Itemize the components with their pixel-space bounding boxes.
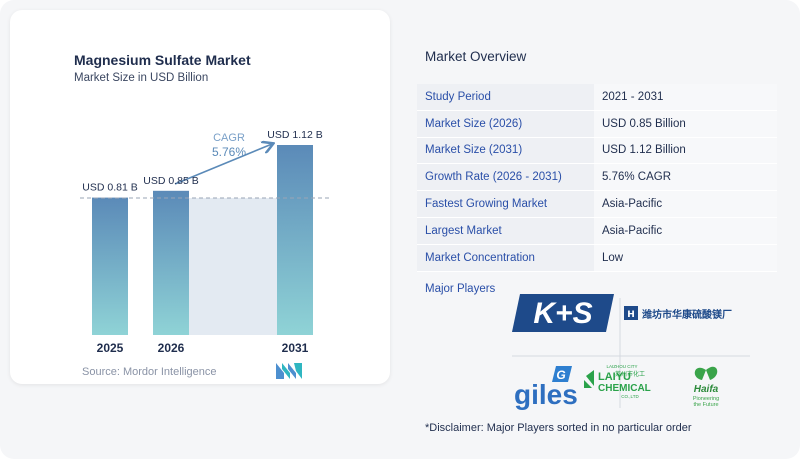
haifa-tagline-2: the Future <box>693 402 718 408</box>
row-label: Largest Market <box>417 217 594 244</box>
row-label: Market Size (2026) <box>417 110 594 137</box>
overview-row: Market Size (2031) USD 1.12 Billion <box>417 137 777 165</box>
laiyu-small-text: LAIZHOU CITY <box>606 364 637 369</box>
haifa-logo-text: Haifa <box>694 384 719 395</box>
giles-logo-text: giles <box>514 379 578 410</box>
mordor-logo-icon <box>276 363 302 379</box>
overview-table: Study Period 2021 - 2031 Market Size (202… <box>417 84 777 272</box>
bar-2026 <box>153 190 189 335</box>
row-value: USD 0.85 Billion <box>594 110 777 137</box>
svg-text:G: G <box>556 368 565 382</box>
laiyu-cn-text: 莱州市化工 <box>615 370 645 378</box>
row-value: Asia-Pacific <box>594 217 777 244</box>
laiyu-chem-text: CHEMICAL <box>598 383 651 394</box>
laiyu-co-text: CO.,LTD <box>621 394 639 399</box>
overview-row: Market Concentration Low <box>417 244 777 272</box>
overview-row: Growth Rate (2026 - 2031) 5.76% CAGR <box>417 164 777 192</box>
row-label: Fastest Growing Market <box>417 191 594 217</box>
row-value: 5.76% CAGR <box>594 164 777 191</box>
cagr-arrow <box>174 144 272 185</box>
x-tick-2026: 2026 <box>158 341 185 355</box>
x-tick-2031: 2031 <box>282 341 309 355</box>
x-tick-2025: 2025 <box>97 341 124 355</box>
giles-logo: G giles <box>514 366 578 410</box>
haifa-tagline-1: Pioneering <box>693 396 719 402</box>
overview-row: Market Size (2026) USD 0.85 Billion <box>417 110 777 138</box>
overview-row: Study Period 2021 - 2031 <box>417 84 777 111</box>
row-label: Market Concentration <box>417 244 594 271</box>
disclaimer: *Disclaimer: Major Players sorted in no … <box>425 422 692 434</box>
row-value: 2021 - 2031 <box>594 84 777 110</box>
row-value: Low <box>594 244 777 271</box>
cagr-label: CAGR <box>213 132 245 144</box>
svg-text:H: H <box>627 310 635 320</box>
ks-logo-text: K+S <box>533 297 592 330</box>
row-value: Asia-Pacific <box>594 191 777 217</box>
data-label-2031: USD 1.12 B <box>267 129 322 141</box>
bar-2025 <box>92 197 128 335</box>
bar-chart: CAGR 5.76% USD 0.81 B 2025 USD 0.85 B 2026 U… <box>80 129 330 355</box>
weifang-logo: H 潍坊市华康硫酸镁厂 <box>624 306 732 321</box>
row-label: Study Period <box>417 84 594 110</box>
market-overview-title: Market Overview <box>425 49 527 64</box>
weifang-logo-text: 潍坊市华康硫酸镁厂 <box>642 308 732 321</box>
chart-title: Magnesium Sulfate Market <box>74 52 251 68</box>
laiyu-name-text: LAIYU <box>598 371 631 383</box>
data-label-2025: USD 0.81 B <box>82 182 137 194</box>
data-label-2026: USD 0.85 B <box>143 175 198 187</box>
overview-row: Largest Market Asia-Pacific <box>417 217 777 245</box>
row-label: Growth Rate (2026 - 2031) <box>417 164 594 191</box>
source-note: Source: Mordor Intelligence <box>82 366 217 378</box>
major-players-label: Major Players <box>425 283 496 295</box>
cagr-value: 5.76% <box>212 145 246 159</box>
bar-2031 <box>277 145 313 335</box>
haifa-logo: Haifa Pioneering the Future <box>693 366 719 408</box>
overview-row: Fastest Growing Market Asia-Pacific <box>417 191 777 218</box>
row-value: USD 1.12 Billion <box>594 137 777 164</box>
row-label: Market Size (2031) <box>417 137 594 164</box>
chart-subtitle: Market Size in USD Billion <box>74 72 209 84</box>
player-logos: K+S H 潍坊市华康硫酸镁厂 G giles LAIZHOU CITY 莱州市… <box>512 294 750 410</box>
laiyu-logo: LAIZHOU CITY 莱州市化工 LAIYU CHEMICAL CO.,LT… <box>584 364 651 399</box>
growth-band <box>189 198 277 335</box>
ks-logo: K+S <box>512 294 614 332</box>
